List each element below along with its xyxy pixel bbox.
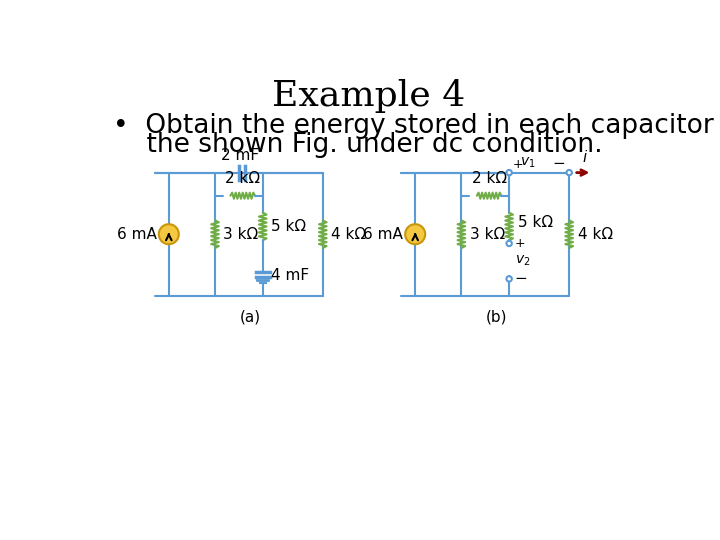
Text: 2 mF: 2 mF	[221, 148, 259, 164]
Circle shape	[506, 276, 512, 281]
Text: −: −	[553, 156, 565, 171]
Text: $v_2$: $v_2$	[515, 254, 530, 268]
Text: 4 kΩ: 4 kΩ	[577, 227, 613, 242]
Text: the shown Fig. under dc condition.: the shown Fig. under dc condition.	[113, 132, 603, 158]
Text: 4 mF: 4 mF	[271, 268, 310, 284]
Text: 2 kΩ: 2 kΩ	[225, 171, 261, 186]
Text: +: +	[515, 237, 525, 250]
Text: +: +	[513, 158, 523, 171]
Text: (b): (b)	[486, 309, 508, 325]
Text: (a): (a)	[240, 309, 261, 325]
Text: 6 mA: 6 mA	[363, 227, 403, 242]
Text: Example 4: Example 4	[272, 79, 466, 113]
Text: −: −	[515, 272, 527, 286]
Text: 2 kΩ: 2 kΩ	[472, 171, 507, 186]
Circle shape	[506, 241, 512, 246]
Text: $i$: $i$	[582, 149, 588, 165]
Text: 3 kΩ: 3 kΩ	[223, 227, 258, 242]
Text: 5 kΩ: 5 kΩ	[271, 219, 306, 234]
Text: 4 kΩ: 4 kΩ	[331, 227, 366, 242]
Text: 5 kΩ: 5 kΩ	[518, 215, 553, 230]
Text: •  Obtain the energy stored in each capacitor in: • Obtain the energy stored in each capac…	[113, 112, 720, 139]
Circle shape	[567, 170, 572, 176]
Text: 3 kΩ: 3 kΩ	[470, 227, 505, 242]
Circle shape	[405, 224, 426, 244]
Text: $v_1$: $v_1$	[520, 155, 536, 170]
Circle shape	[506, 170, 512, 176]
Circle shape	[159, 224, 179, 244]
Text: 6 mA: 6 mA	[117, 227, 156, 242]
